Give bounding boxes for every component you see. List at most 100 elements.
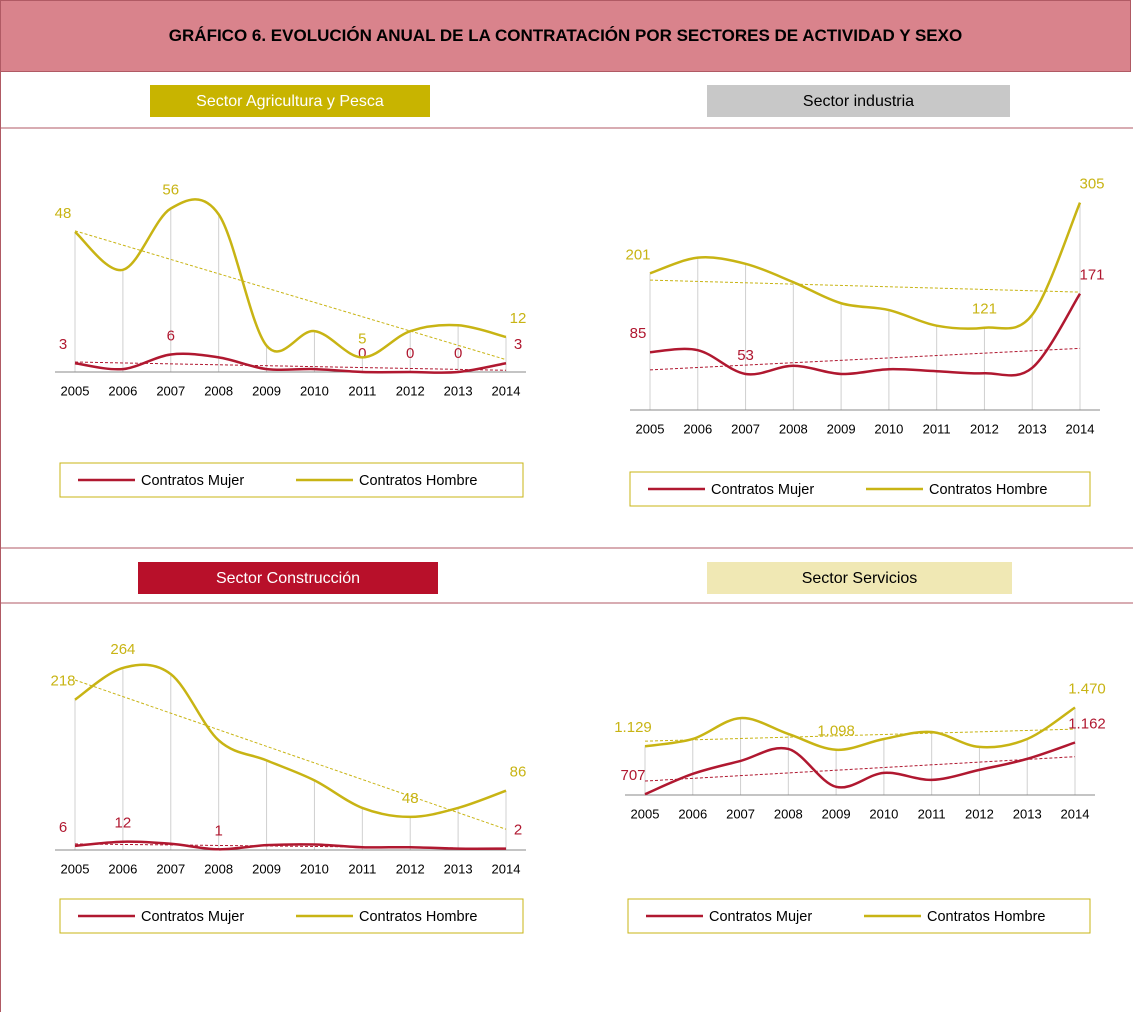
x-tick-label: 2008 [204,383,233,398]
x-tick-label: 2009 [827,421,856,436]
data-label: 1.129 [614,719,652,736]
x-tick-label: 2013 [1013,806,1042,821]
series-line [74,840,507,851]
data-label: 3 [59,336,67,353]
x-tick-label: 2014 [492,861,521,876]
data-label: 12 [115,815,132,832]
data-label: 121 [972,301,997,318]
x-tick-label: 2006 [683,421,712,436]
data-label: 48 [402,790,419,807]
x-tick-label: 2013 [444,861,473,876]
data-label: 2 [514,822,522,839]
trend-line [74,230,507,361]
series-line [649,202,1082,330]
data-label: 0 [454,345,462,362]
trend-line [74,843,507,849]
data-label: 1.162 [1068,715,1106,732]
series-line [644,741,1076,796]
x-tick-label: 2010 [869,806,898,821]
series-line [649,293,1082,377]
data-label: 12 [510,310,527,327]
data-label: 707 [620,767,645,784]
trend-line [649,279,1081,293]
legend-label: Contratos Hombre [927,909,1045,925]
x-tick-label: 2008 [204,861,233,876]
panel-badge [707,562,1012,594]
data-label: 1 [214,822,222,839]
x-tick-label: 2006 [108,861,137,876]
data-label: 86 [510,764,527,781]
trend-line [74,361,507,371]
page-title: GRÁFICO 6. EVOLUCIÓN ANUAL DE LA CONTRAT… [0,0,1131,72]
x-tick-label: 2013 [1018,421,1047,436]
x-tick-label: 2011 [918,806,946,821]
data-label: 264 [110,641,135,658]
x-tick-label: 2005 [631,806,660,821]
data-label: 48 [55,205,72,222]
legend-box [59,462,524,498]
data-label: 53 [737,347,754,364]
x-tick-label: 2006 [678,806,707,821]
x-tick-label: 2011 [923,421,951,436]
panel-badge [707,85,1010,117]
legend-label: Contratos Mujer [141,473,244,489]
legend-label: Contratos Hombre [359,909,477,925]
legend-box [59,898,524,934]
x-tick-label: 2008 [779,421,808,436]
x-tick-label: 2008 [774,806,803,821]
x-tick-label: 2007 [156,861,185,876]
legend-label: Contratos Mujer [711,482,814,498]
panel-badge [150,85,430,117]
legend-label: Contratos Hombre [929,482,1047,498]
x-tick-label: 2011 [348,861,376,876]
trend-line [644,756,1076,782]
x-tick-label: 2012 [965,806,994,821]
data-label: 3 [514,336,522,353]
x-tick-label: 2007 [731,421,760,436]
panel-title: Sector Servicios [802,570,918,587]
data-label: 85 [630,325,647,342]
data-label: 56 [162,181,179,198]
data-label: 6 [167,327,175,344]
x-tick-label: 2013 [444,383,473,398]
x-tick-label: 2009 [252,861,281,876]
x-tick-label: 2010 [300,383,329,398]
panel-title: Sector industria [803,93,914,110]
x-tick-label: 2005 [61,383,90,398]
data-label: 218 [50,673,75,690]
panel-badge [138,562,438,594]
x-tick-label: 2005 [61,861,90,876]
legend-label: Contratos Mujer [709,909,812,925]
legend-box [627,898,1091,934]
data-label: 1.098 [817,723,855,740]
trend-line [644,728,1076,742]
x-tick-label: 2014 [492,383,521,398]
legend-label: Contratos Hombre [359,473,477,489]
x-tick-label: 2010 [874,421,903,436]
x-tick-label: 2012 [970,421,999,436]
x-tick-label: 2011 [348,383,376,398]
legend-box [629,471,1091,507]
x-tick-label: 2009 [252,383,281,398]
trend-line [649,347,1081,371]
legend-label: Contratos Mujer [141,909,244,925]
trend-line [74,679,507,830]
data-label: 1.470 [1068,680,1106,697]
x-tick-label: 2012 [396,861,425,876]
x-tick-label: 2005 [636,421,665,436]
series-line [74,352,507,374]
data-label: 305 [1079,176,1104,193]
x-tick-label: 2007 [156,383,185,398]
panel-title: Sector Agricultura y Pesca [196,93,384,110]
x-tick-label: 2009 [822,806,851,821]
x-tick-label: 2010 [300,861,329,876]
series-line [74,663,507,819]
x-tick-label: 2007 [726,806,755,821]
series-line [644,706,1076,752]
panel-title: Sector Construcción [216,570,360,587]
x-tick-label: 2014 [1066,421,1095,436]
data-label: 5 [358,330,366,347]
data-label: 201 [625,246,650,263]
